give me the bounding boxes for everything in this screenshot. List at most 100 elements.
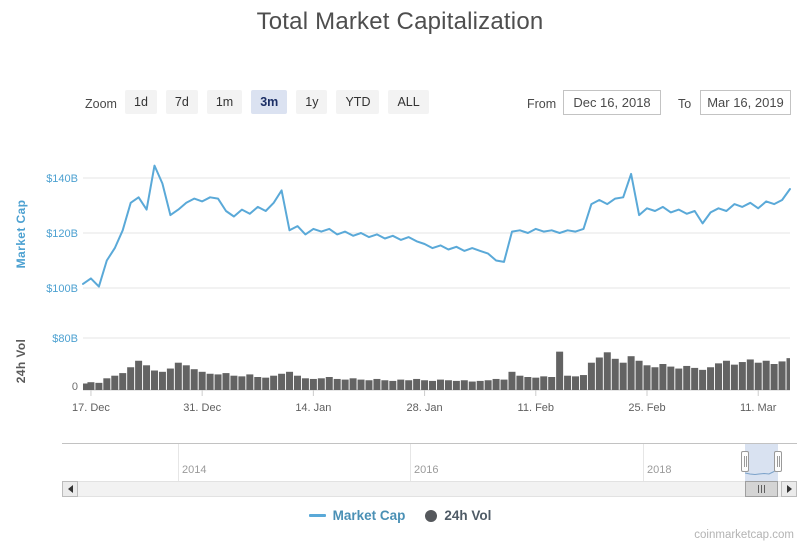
volume-bar	[762, 360, 770, 390]
volume-bar	[206, 373, 214, 390]
volume-bar	[429, 380, 437, 390]
navigator-right-handle[interactable]	[774, 451, 782, 472]
volume-bar	[214, 374, 222, 390]
volume-bar	[174, 362, 182, 390]
volume-bar	[730, 364, 738, 390]
xtick-label: 14. Jan	[295, 402, 331, 414]
volume-bar	[699, 369, 707, 390]
volume-bar	[309, 378, 317, 390]
navigator-top-border	[62, 443, 797, 444]
volume-bar	[484, 380, 492, 390]
volume-bar	[627, 356, 635, 390]
left-arrow-icon	[67, 485, 73, 493]
to-date-input[interactable]	[700, 90, 791, 115]
volume-bar	[246, 374, 254, 390]
volume-bar	[254, 377, 262, 390]
volume-bar	[397, 379, 405, 390]
volume-bar	[262, 377, 270, 390]
volume-bar	[166, 368, 174, 390]
volume-bar	[500, 379, 508, 390]
volume-bar	[111, 375, 119, 390]
volume-bar	[230, 375, 238, 390]
volume-bar	[357, 379, 365, 390]
volume-bar	[746, 359, 754, 390]
chart-plot-area[interactable]: $100B $120B $140B 0 $80B 17. Dec 31. Dec 14. Ja…	[0, 130, 800, 420]
volume-bar	[389, 380, 397, 390]
zoom-button-group: 1d 7d 1m 3m 1y YTD ALL	[125, 90, 429, 114]
legend-item-market-cap[interactable]: Market Cap	[308, 508, 405, 523]
watermark: coinmarketcap.com	[694, 529, 794, 541]
volume-bar	[532, 377, 540, 390]
volume-bar	[270, 375, 278, 390]
volume-bar	[516, 375, 524, 390]
volume-bar	[508, 371, 516, 390]
volume-bar	[238, 376, 246, 390]
volume-bar	[722, 360, 730, 390]
from-label: From	[527, 97, 557, 111]
ytick-$140B: $140B	[46, 173, 78, 185]
legend: Market Cap 24h Vol	[0, 508, 800, 523]
zoom-button-7d[interactable]: 7d	[165, 90, 198, 114]
zoom-button-1y[interactable]: 1y	[296, 90, 328, 114]
page-title: Total Market Capitalization	[256, 8, 544, 35]
zoom-button-all[interactable]: ALL	[388, 90, 429, 114]
volume-bar	[325, 377, 333, 390]
volume-bar	[619, 362, 627, 390]
xtick-label: 17. Dec	[72, 402, 110, 414]
volume-bar	[691, 367, 699, 390]
zoom-button-3m[interactable]: 3m	[251, 90, 288, 114]
xtick-label: 28. Jan	[407, 402, 443, 414]
volume-bar	[635, 360, 643, 390]
scrollbar-left-arrow[interactable]	[62, 481, 78, 497]
volume-bar	[611, 358, 619, 390]
volume-bar	[603, 352, 611, 390]
right-arrow-icon	[786, 485, 792, 493]
scrollbar-track[interactable]	[62, 481, 797, 497]
scrollbar-right-arrow[interactable]	[781, 481, 797, 497]
xtick-label: 31. Dec	[183, 402, 221, 414]
volume-bar	[659, 364, 667, 390]
navigator-left-handle[interactable]	[741, 451, 749, 472]
volume-bar	[540, 376, 548, 390]
from-date-input[interactable]	[563, 90, 661, 115]
vol-ytick-0: 0	[72, 381, 78, 393]
navigator-gridline-2016	[410, 444, 411, 481]
volume-bar	[286, 371, 294, 390]
navigator-year-label-2018: 2018	[647, 464, 672, 476]
volume-bar	[349, 378, 357, 390]
volume-bar	[143, 365, 151, 390]
volume-bar	[754, 362, 762, 390]
volume-bar	[595, 357, 603, 390]
volume-bar	[707, 367, 715, 390]
navigator-preview-series	[744, 468, 779, 476]
volume-bar	[738, 362, 746, 390]
volume-bar	[460, 380, 468, 390]
vol-ytick-$80B: $80B	[52, 333, 78, 345]
volume-bar	[476, 380, 484, 390]
scrollbar-thumb[interactable]	[745, 481, 778, 497]
xtick-label: 11. Mar	[740, 402, 777, 414]
volume-bar	[198, 371, 206, 390]
zoom-button-1d[interactable]: 1d	[125, 90, 157, 114]
volume-bar	[135, 360, 143, 390]
legend-circle-icon	[425, 509, 438, 522]
volume-bar	[381, 380, 389, 390]
ytick-$100B: $100B	[46, 283, 78, 295]
volume-bar	[452, 380, 460, 390]
volume-bar	[87, 382, 95, 390]
volume-bar	[405, 380, 413, 390]
legend-item-24h-vol[interactable]: 24h Vol	[425, 508, 491, 523]
to-label: To	[678, 97, 692, 111]
volume-bar	[222, 373, 230, 390]
navigator-selection[interactable]	[744, 444, 779, 481]
volume-bar	[119, 373, 127, 390]
zoom-button-ytd[interactable]: YTD	[336, 90, 380, 114]
navigator-gridline-2014	[178, 444, 179, 481]
volume-bar	[786, 358, 790, 390]
volume-bar	[444, 380, 452, 390]
zoom-button-1m[interactable]: 1m	[206, 90, 243, 114]
volume-bar	[317, 378, 325, 390]
ytick-$120B: $120B	[46, 228, 78, 240]
legend-label: 24h Vol	[444, 508, 492, 523]
volume-bar	[572, 376, 580, 390]
